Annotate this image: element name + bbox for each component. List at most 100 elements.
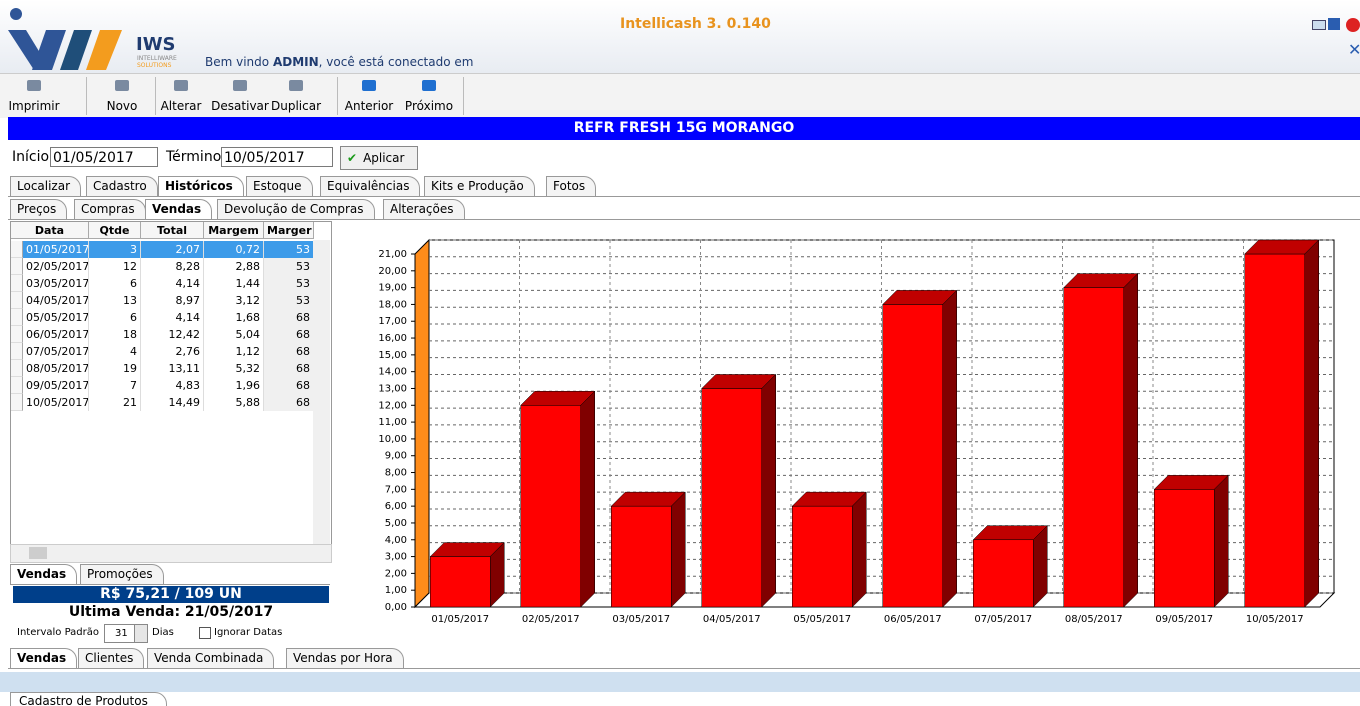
grid-cell[interactable]: 5,88 [204, 394, 264, 411]
end-date[interactable]: 10/05/2017 [221, 147, 333, 167]
toolbar-button[interactable]: Anterior [344, 99, 394, 113]
grid-cell[interactable]: 21 [89, 394, 141, 411]
grid-cell[interactable]: 02/05/2017 [23, 258, 89, 275]
grid-cell[interactable]: 53 [264, 275, 314, 292]
v-scrollbar[interactable] [313, 240, 330, 544]
tab[interactable]: Equivalências [320, 176, 421, 196]
apply-button[interactable]: ✔ Aplicar [340, 146, 418, 170]
grid-cell[interactable]: 1,96 [204, 377, 264, 394]
grid-cell[interactable]: 68 [264, 394, 314, 411]
tab[interactable]: Vendas [10, 564, 78, 584]
status-tab[interactable]: Cadastro de Produtos [10, 692, 167, 706]
grid-cell[interactable]: 3,12 [204, 292, 264, 309]
grid-cell[interactable]: 13 [89, 292, 141, 309]
user: ADMIN [272, 55, 319, 69]
toolbar-button[interactable]: Desativar [211, 99, 269, 113]
grid-cell[interactable]: 1,44 [204, 275, 264, 292]
grid-cell[interactable]: 4,14 [141, 275, 204, 292]
grid-cell[interactable]: 03/05/2017 [23, 275, 89, 292]
grid-cell[interactable]: 19 [89, 360, 141, 377]
column-header[interactable]: Marger [264, 222, 314, 239]
tab[interactable]: Promoções [80, 564, 164, 584]
toolbar-button[interactable]: Alterar [160, 99, 202, 113]
grid-cell[interactable]: 18 [89, 326, 141, 343]
grid-cell[interactable]: 05/05/2017 [23, 309, 89, 326]
tab[interactable]: Vendas por Hora [286, 648, 404, 668]
welcome: Bem vindo ADMIN, você está conectado em [205, 55, 473, 69]
grid-cell[interactable]: 7 [89, 377, 141, 394]
grid-cell[interactable]: 12 [89, 258, 141, 275]
tab[interactable]: Preços [10, 199, 68, 219]
toolbar-button[interactable]: Novo [106, 99, 138, 113]
ignore-checkbox[interactable] [199, 627, 211, 639]
tab[interactable]: Cadastro [86, 176, 158, 196]
tab[interactable]: Alterações [383, 199, 465, 219]
column-header[interactable]: Qtde [89, 222, 141, 239]
grid-cell[interactable]: 4,83 [141, 377, 204, 394]
maximize-button[interactable] [1328, 18, 1340, 30]
start-date[interactable]: 01/05/2017 [50, 147, 158, 167]
grid-cell[interactable]: 01/05/2017 [23, 241, 89, 258]
grid-cell[interactable]: 4 [89, 343, 141, 360]
grid-cell[interactable]: 1,68 [204, 309, 264, 326]
welcome-prefix: Bem vindo [205, 55, 270, 69]
grid-cell[interactable]: 0,72 [204, 241, 264, 258]
grid-cell[interactable]: 4,14 [141, 309, 204, 326]
column-header[interactable]: Data [11, 222, 89, 239]
grid-cell[interactable]: 3 [89, 241, 141, 258]
grid-cell[interactable]: 53 [264, 241, 314, 258]
grid-cell[interactable]: 68 [264, 343, 314, 360]
tab[interactable]: Venda Combinada [147, 648, 275, 668]
close-child[interactable]: ✕ [1348, 40, 1360, 59]
end-date-text: 10/05/2017 [224, 150, 305, 166]
tab[interactable]: Compras [74, 199, 146, 219]
tab[interactable]: Fotos [546, 176, 597, 196]
tab[interactable]: Históricos [158, 176, 244, 196]
grid-cell[interactable]: 5,32 [204, 360, 264, 377]
grid-cell[interactable]: 06/05/2017 [23, 326, 89, 343]
tab[interactable]: Vendas [145, 199, 213, 219]
grid-cell[interactable]: 12,42 [141, 326, 204, 343]
tab[interactable]: Estoque [246, 176, 313, 196]
tab[interactable]: Vendas [10, 648, 78, 668]
column-header[interactable]: Total [141, 222, 204, 239]
start-date-text: 01/05/2017 [53, 150, 134, 166]
grid-cell[interactable]: 14,49 [141, 394, 204, 411]
grid-cell[interactable]: 10/05/2017 [23, 394, 89, 411]
bar [973, 539, 1034, 608]
y-tick-label: 4,00 [385, 535, 407, 546]
tab[interactable]: Kits e Produção [424, 176, 535, 196]
grid-cell[interactable]: 68 [264, 326, 314, 343]
grid-cell[interactable]: 6 [89, 309, 141, 326]
grid-cell[interactable]: 2,88 [204, 258, 264, 275]
grid-cell[interactable]: 09/05/2017 [23, 377, 89, 394]
grid-cell[interactable]: 07/05/2017 [23, 343, 89, 360]
grid-cell[interactable]: 53 [264, 258, 314, 275]
interval-input[interactable]: 31 [104, 624, 148, 643]
grid-cell[interactable]: 53 [264, 292, 314, 309]
toolbar-button[interactable]: Próximo [404, 99, 454, 113]
grid-cell[interactable]: 04/05/2017 [23, 292, 89, 309]
grid-cell[interactable]: 68 [264, 360, 314, 377]
grid-cell[interactable]: 1,12 [204, 343, 264, 360]
grid-cell[interactable]: 8,97 [141, 292, 204, 309]
toolbar-button[interactable]: Imprimir [8, 99, 60, 113]
close-button[interactable] [1346, 18, 1360, 32]
grid-cell[interactable]: 6 [89, 275, 141, 292]
grid-cell[interactable]: 2,76 [141, 343, 204, 360]
grid-cell[interactable]: 08/05/2017 [23, 360, 89, 377]
grid-cell[interactable]: 13,11 [141, 360, 204, 377]
column-header[interactable]: Margem [204, 222, 264, 239]
toolbar-button[interactable]: Duplicar [270, 99, 322, 113]
tab[interactable]: Clientes [78, 648, 145, 668]
grid-cell[interactable]: 5,04 [204, 326, 264, 343]
grid-cell[interactable]: 2,07 [141, 241, 204, 258]
grid-cell[interactable]: 68 [264, 309, 314, 326]
toolbar-icon [27, 80, 41, 91]
minimize-button[interactable] [1312, 20, 1326, 30]
h-scrollbar[interactable] [10, 544, 332, 563]
tab[interactable]: Devolução de Compras [217, 199, 375, 219]
grid-cell[interactable]: 68 [264, 377, 314, 394]
grid-cell[interactable]: 8,28 [141, 258, 204, 275]
tab[interactable]: Localizar [10, 176, 82, 196]
